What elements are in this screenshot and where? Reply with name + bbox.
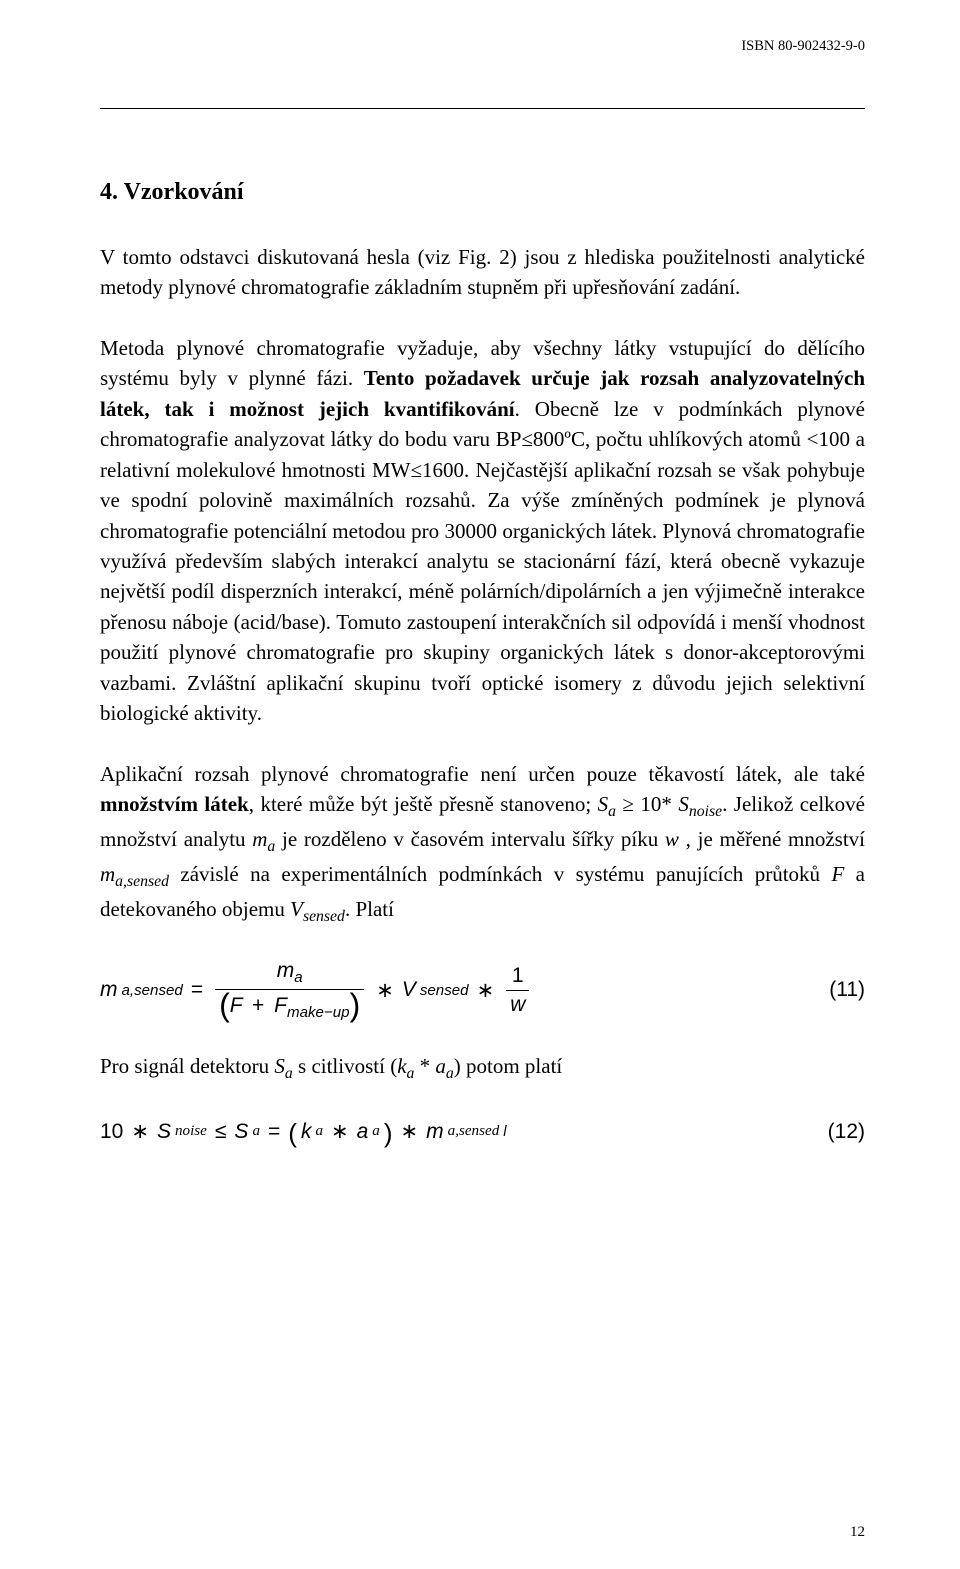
eq12-S: S	[157, 1120, 171, 1144]
eq12-k: k	[301, 1120, 312, 1144]
p3-bold: množstvím látek	[100, 792, 249, 816]
sym-masensed: ma,sensed	[100, 862, 169, 886]
paragraph-3: Aplikační rozsah plynové chromatografie …	[100, 759, 865, 930]
eq12-msub: a,sensed	[448, 1123, 500, 1140]
eq12-aa: a	[357, 1120, 369, 1144]
sym-ma: ma	[252, 827, 275, 851]
eq12-a: a	[252, 1123, 260, 1140]
eq12-m: m	[426, 1120, 444, 1144]
p4-d: ) potom platí	[454, 1054, 563, 1078]
eq11-Vsub: sensed	[420, 982, 469, 999]
p4-b: s citlivostí (	[293, 1054, 397, 1078]
sym-Sa2: Sa	[274, 1054, 292, 1078]
p3-g: závislé na experimentálních podmínkách v…	[169, 862, 831, 886]
equation-12: 10 ∗ Snoise ≤ Sa = (ka ∗ aa) ∗ ma,sensed…	[100, 1116, 865, 1147]
eq12-star2: ∗	[331, 1119, 349, 1144]
section-title: 4. Vzorkování	[100, 179, 865, 206]
paragraph-2: Metoda plynové chromatografie vyžaduje, …	[100, 333, 865, 729]
p3-b: , které může být ještě přesně stanoveno;	[249, 792, 598, 816]
eq11-number: (11)	[829, 978, 865, 1002]
p3-a: Aplikační rozsah plynové chromatografie …	[100, 762, 865, 786]
sym-Snoise: Snoise	[678, 792, 722, 816]
eq11-body: ma,sensed = ma (F + Fmake−up) ∗ Vsensed …	[100, 959, 533, 1021]
eq11-lhs-sub: a,sensed	[122, 982, 183, 999]
p3-f: , je měřené množství	[679, 827, 865, 851]
eq12-l: l	[503, 1124, 506, 1140]
eq12-eq: =	[268, 1120, 280, 1144]
eq11-frac2: 1 w	[506, 964, 529, 1017]
eq11-star1: ∗	[376, 978, 394, 1003]
eq12-Sa: S	[234, 1120, 248, 1144]
sym-F: F	[831, 862, 844, 886]
sym-w: w	[665, 827, 679, 851]
header-rule	[100, 108, 865, 109]
eq12-star1: ∗	[131, 1119, 149, 1144]
paragraph-1: V tomto odstavci diskutovaná hesla (viz …	[100, 242, 865, 303]
eq11-V: V	[402, 978, 416, 1002]
paragraph-4: Pro signál detektoru Sa s citlivostí (ka…	[100, 1051, 865, 1086]
eq12-aasub: a	[372, 1123, 380, 1140]
equation-11: ma,sensed = ma (F + Fmake−up) ∗ Vsensed …	[100, 959, 865, 1021]
eq12-ka: a	[315, 1123, 323, 1140]
p4-c: *	[414, 1054, 435, 1078]
p3-e: je rozděleno v časovém intervalu šířky p…	[275, 827, 665, 851]
sym-Sa: Sa	[598, 792, 616, 816]
p3-i: . Platí	[345, 897, 394, 921]
page-number: 12	[850, 1524, 865, 1541]
sym-Vsensed: Vsensed	[290, 897, 345, 921]
isbn-label: ISBN 80-902432-9-0	[741, 38, 865, 55]
eq11-equals: =	[191, 978, 203, 1002]
eq12-le: ≤	[215, 1120, 227, 1144]
p2-rest: . Obecně lze v podmínkách plynové chroma…	[100, 397, 865, 725]
document-page: ISBN 80-902432-9-0 4. Vzorkování V tomto…	[0, 0, 960, 1569]
eq12-body: 10 ∗ Snoise ≤ Sa = (ka ∗ aa) ∗ ma,sensed…	[100, 1116, 507, 1147]
eq12-noise: noise	[175, 1123, 207, 1140]
eq11-star2: ∗	[477, 978, 495, 1003]
p3-c: ≥ 10*	[616, 792, 678, 816]
eq12-ten: 10	[100, 1120, 123, 1144]
eq12-number: (12)	[828, 1120, 865, 1144]
eq11-frac1: ma (F + Fmake−up)	[215, 959, 364, 1021]
p4-a: Pro signál detektoru	[100, 1054, 274, 1078]
sym-ka: ka	[397, 1054, 414, 1078]
eq11-lhs-m: m	[100, 978, 118, 1002]
eq12-star3: ∗	[401, 1119, 419, 1144]
sym-aa: aa	[435, 1054, 453, 1078]
